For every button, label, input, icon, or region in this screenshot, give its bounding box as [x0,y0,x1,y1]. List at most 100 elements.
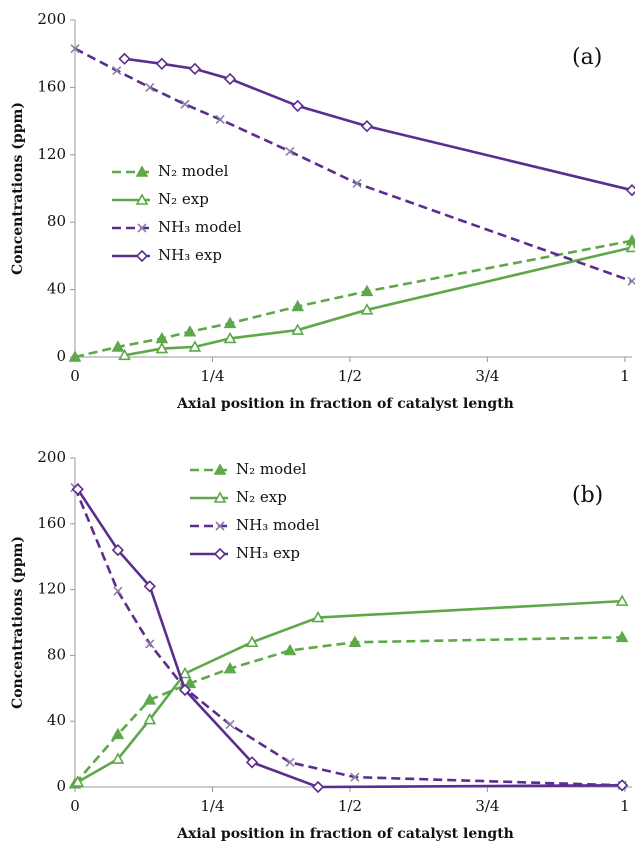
x-tick-label: 1/2 [338,367,362,385]
point [223,316,237,329]
legend-marker [137,223,147,233]
point [627,276,635,286]
point [145,82,155,92]
x-axis-label: Axial position in fraction of catalyst l… [176,396,514,412]
series-line [77,599,623,784]
legend-marker [213,491,227,503]
point [143,693,157,705]
y-tick-label: 0 [56,347,66,365]
point [68,350,82,362]
point [111,727,125,740]
point [112,65,122,76]
point [71,483,84,496]
point [285,146,295,156]
point [615,594,629,606]
y-tick-label: 200 [37,448,66,466]
x-tick-label: 1 [620,797,630,815]
point [180,99,190,109]
point [143,712,157,725]
x-tick-label: 3/4 [475,797,499,815]
y-axis-label: Concentrations (ppm) [10,536,26,709]
annotation: (b) [572,483,603,508]
point [285,757,295,767]
point [625,184,635,197]
y-tick-label: 40 [47,280,66,298]
point [178,683,192,697]
legend-marker [135,249,149,263]
y-tick-label: 80 [47,645,66,663]
legend-marker [135,193,149,205]
y-axis-label: Concentrations (ppm) [10,102,26,275]
point [360,120,374,133]
x-tick-label: 1/4 [200,367,224,385]
y-tick-label: 120 [37,580,66,598]
point [183,325,197,337]
x-tick-label: 0 [70,797,80,815]
x-tick-label: 1/4 [200,797,224,815]
annotation: (a) [572,45,602,70]
y-tick-label: 80 [47,212,66,230]
point [245,756,259,769]
point [111,340,125,352]
point [311,610,325,623]
point [291,299,305,312]
point [118,52,131,65]
y-tick-label: 0 [56,777,66,795]
legend-label: N₂ model [158,162,229,180]
y-tick-label: 200 [37,10,66,28]
point [223,331,237,344]
legend-marker [213,547,227,561]
point [155,57,169,70]
legend-label: N₂ model [236,460,307,478]
legend-marker [215,521,225,531]
point [360,303,374,315]
legend-label: NH₃ model [158,218,242,236]
point [350,772,360,782]
point [615,630,629,643]
point [291,99,304,113]
legend-marker [213,463,227,475]
chart: 0 40 80 120 160 200 0 1/4 1/2 3/4 1 Axial position … [10,448,632,842]
point [223,661,237,674]
y-tick-label: 40 [47,711,66,729]
point [111,752,125,764]
point [118,348,131,361]
point [615,779,629,792]
point [113,586,123,596]
x-tick-label: 1 [620,367,630,385]
legend-label: N₂ exp [236,488,287,506]
point [352,178,362,189]
legend-label: NH₃ model [236,516,320,534]
series-line [74,47,633,283]
point [348,635,362,648]
chart: 0 40 80 120 160 200 0 1/4 1/2 3/4 1 Axial position … [10,10,635,412]
point [178,666,192,679]
series-line [74,636,623,785]
point [360,284,374,297]
point [291,323,305,335]
point [245,635,259,648]
y-tick-label: 160 [37,77,66,95]
point [225,719,235,730]
point [188,340,202,352]
point [143,580,156,593]
point [311,780,325,794]
series-line [73,487,623,787]
y-tick-label: 160 [37,514,66,532]
point [215,114,225,124]
point [145,639,155,649]
point [223,72,237,86]
point [111,543,125,557]
point [188,62,201,75]
legend-marker [135,165,149,177]
x-tick-label: 3/4 [475,367,499,385]
legend-label: N₂ exp [158,190,209,208]
series-line [74,239,633,359]
x-tick-label: 1/2 [338,797,362,815]
legend-label: NH₃ exp [158,246,222,264]
x-tick-label: 0 [70,367,80,385]
x-axis-label: Axial position in fraction of catalyst l… [176,826,514,842]
legend-label: NH₃ exp [236,544,300,562]
point [70,44,80,54]
